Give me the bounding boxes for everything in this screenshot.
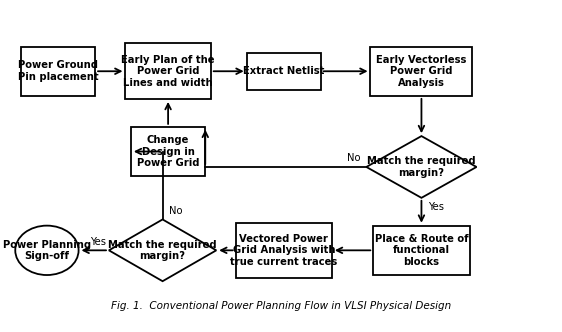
Polygon shape: [366, 136, 477, 198]
Text: Early Plan of the
Power Grid
Lines and width: Early Plan of the Power Grid Lines and w…: [121, 55, 215, 88]
FancyBboxPatch shape: [370, 46, 473, 96]
Ellipse shape: [15, 226, 79, 275]
FancyBboxPatch shape: [125, 43, 211, 99]
Text: Vectored Power
Grid Analysis with
true current traces: Vectored Power Grid Analysis with true c…: [230, 234, 337, 267]
Text: Yes: Yes: [90, 237, 106, 247]
Text: Match the required
margin?: Match the required margin?: [367, 156, 476, 178]
Text: No: No: [347, 153, 361, 163]
Text: Power Ground
Pin placement: Power Ground Pin placement: [17, 60, 98, 82]
Text: Place & Route of
functional
blocks: Place & Route of functional blocks: [375, 234, 468, 267]
Text: Power Planning
Sign-off: Power Planning Sign-off: [3, 239, 91, 261]
FancyBboxPatch shape: [373, 226, 470, 275]
Text: Early Vectorless
Power Grid
Analysis: Early Vectorless Power Grid Analysis: [376, 55, 466, 88]
Text: Yes: Yes: [428, 203, 444, 212]
Text: Match the required
margin?: Match the required margin?: [108, 239, 217, 261]
Text: Extract Netlist: Extract Netlist: [243, 66, 324, 76]
FancyBboxPatch shape: [235, 222, 332, 278]
FancyBboxPatch shape: [131, 127, 205, 176]
FancyBboxPatch shape: [21, 46, 95, 96]
Text: Change
Design in
Power Grid: Change Design in Power Grid: [137, 135, 200, 168]
FancyBboxPatch shape: [247, 53, 321, 90]
Polygon shape: [109, 219, 216, 281]
Text: Fig. 1.  Conventional Power Planning Flow in VLSI Physical Design: Fig. 1. Conventional Power Planning Flow…: [111, 300, 451, 310]
Text: No: No: [169, 207, 183, 216]
